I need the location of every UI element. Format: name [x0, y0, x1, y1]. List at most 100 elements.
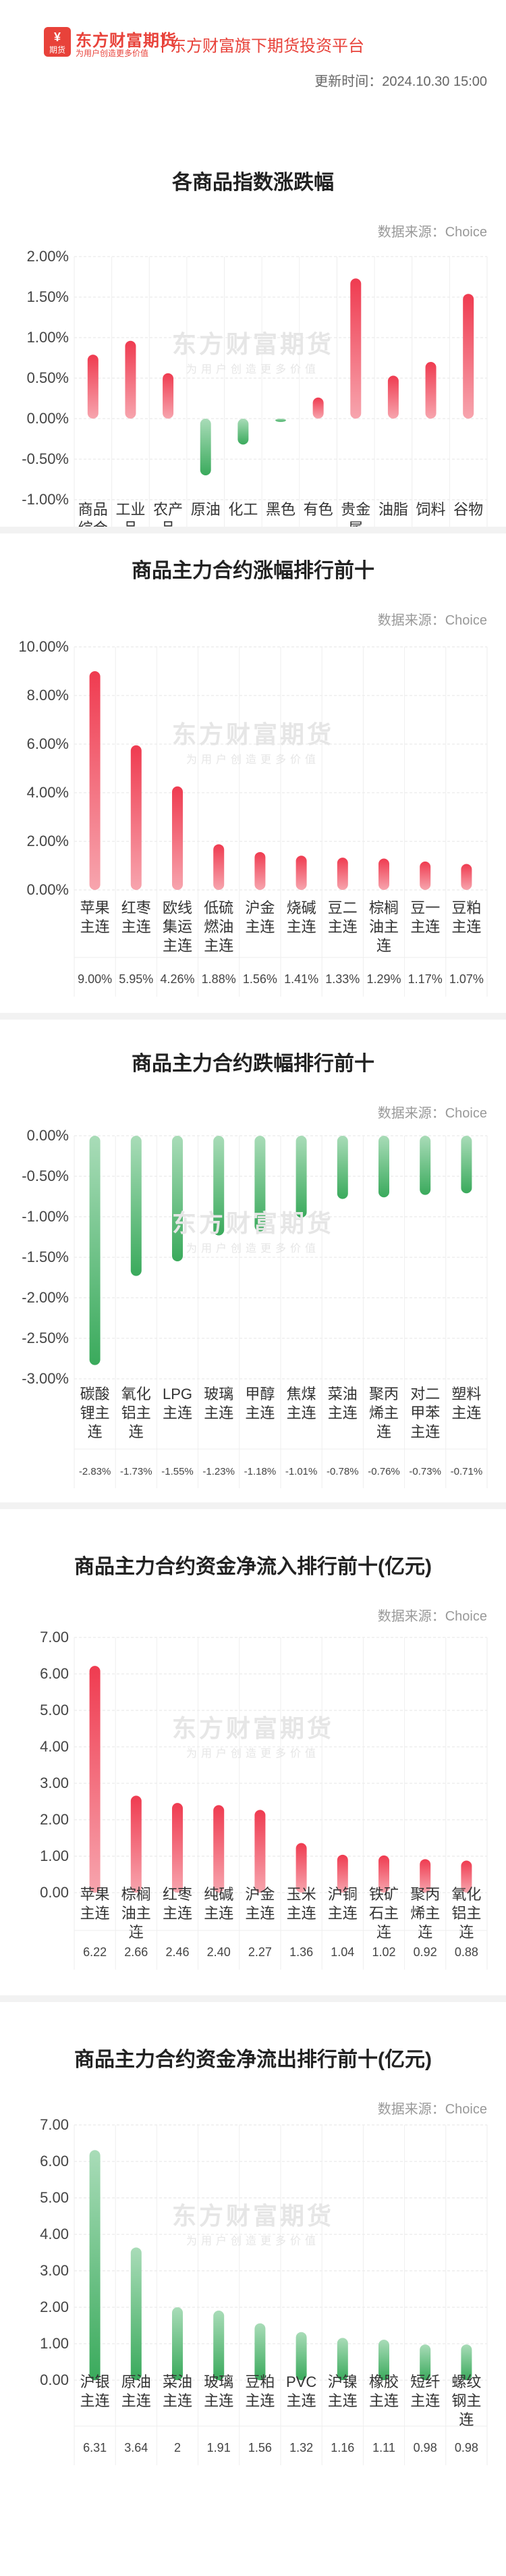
bar [89, 1136, 101, 1365]
category-label: 氧化 [451, 1886, 481, 1903]
category-label: 连 [376, 937, 391, 954]
category-label: 沪银 [80, 2373, 110, 2390]
bar [420, 1859, 431, 1893]
value-label: 1.56% [243, 972, 277, 986]
bar [296, 1136, 307, 1218]
category-label: 锂主 [80, 1404, 110, 1421]
category-label: 主连 [287, 1905, 316, 1922]
y-tick-label: 0.00% [27, 1127, 69, 1144]
category-label: 贵金 [341, 501, 370, 518]
value-label: 5.95% [119, 972, 153, 986]
value-label: -0.73% [409, 1466, 441, 1477]
value-label: 1.17% [408, 972, 443, 986]
category-label: 连 [376, 1924, 391, 1941]
bar [420, 861, 431, 890]
logo-mark-icon: ¥ [53, 30, 61, 44]
chart-section-2: 商品主力合约涨幅排行前十 数据来源：Choice 10.00% 8.00% 6.00% 4… [0, 527, 506, 1013]
category-label: 主连 [287, 918, 316, 935]
category-label: 原油 [121, 2373, 151, 2390]
category-label: 品 [161, 520, 175, 527]
category-label: 综合 [78, 520, 108, 527]
category-label: 连 [129, 1423, 144, 1440]
category-label: 黑色 [266, 501, 296, 518]
y-tick-label: -0.50% [22, 1167, 69, 1184]
category-label: 主连 [451, 918, 481, 935]
value-label: 1.36 [289, 1945, 313, 1959]
category-label: 菜油 [163, 2373, 192, 2390]
y-tick-label: -0.50% [22, 450, 69, 467]
value-label: 1.32 [289, 2441, 313, 2454]
data-source-note: 数据来源：Choice [377, 1106, 487, 1121]
value-label: 0.98 [455, 2441, 478, 2454]
y-tick-label: 7.00 [40, 1629, 69, 1646]
y-tick-label: 6.00 [40, 1665, 69, 1682]
y-tick-label: 7.00 [40, 2116, 69, 2133]
category-label: 聚丙 [410, 1886, 440, 1903]
category-label: 对二 [410, 1386, 440, 1402]
brand-logo: ¥ 期货 [44, 27, 71, 57]
category-label: 油主 [369, 918, 399, 935]
chart-title: 商品主力合约涨幅排行前十 [132, 560, 374, 582]
category-label: 棕榈 [121, 1886, 151, 1903]
bar [130, 1795, 142, 1893]
bar [213, 1136, 225, 1236]
category-label: 主连 [163, 1404, 192, 1421]
bar [296, 1843, 307, 1893]
category-label: 主连 [163, 2392, 192, 2409]
bar [254, 2323, 266, 2380]
bar [213, 2310, 225, 2380]
bar [296, 856, 307, 890]
value-label: -0.71% [451, 1466, 483, 1477]
value-label: 0.92 [414, 1945, 437, 1959]
value-label: 3.64 [124, 2441, 148, 2454]
bar [87, 354, 99, 419]
y-tick-label: 2.00% [27, 248, 69, 265]
y-tick-label: 5.00 [40, 1702, 69, 1718]
value-label: 1.91 [207, 2441, 231, 2454]
brand-divider [162, 32, 163, 53]
chart-title: 各商品指数涨跌幅 [172, 172, 334, 194]
category-label: 主连 [204, 1905, 233, 1922]
value-label: -1.23% [202, 1466, 235, 1477]
category-label: 聚丙 [369, 1386, 399, 1402]
value-label: 1.88% [202, 972, 236, 986]
y-tick-label: -2.50% [22, 1330, 69, 1346]
bar [337, 1136, 348, 1199]
category-label: 欧线 [163, 899, 192, 916]
category-label: 氧化 [121, 1386, 151, 1402]
category-label: PVC [286, 2373, 316, 2390]
bar [172, 786, 183, 890]
category-label: 主连 [410, 918, 440, 935]
bar [237, 419, 249, 445]
y-tick-label: 10.00% [18, 638, 69, 655]
y-tick-label: 2.00 [40, 1811, 69, 1828]
bar [296, 2332, 307, 2380]
chart-svg: 2.00% 1.50% 1.00% 0.50% 0.00% -0.50% -1.00% 商品综… [22, 248, 488, 527]
category-label: 红枣 [163, 1886, 192, 1903]
value-label: 1.29% [366, 972, 401, 986]
category-label: LPG [163, 1386, 192, 1402]
value-label: -2.83% [79, 1466, 111, 1477]
bar [213, 1805, 225, 1893]
y-tick-label: -1.00% [22, 491, 69, 508]
category-label: 集运 [163, 918, 192, 935]
category-label: 碳酸 [80, 1386, 110, 1402]
value-label: 1.02 [372, 1945, 395, 1959]
category-label: 油主 [121, 1905, 151, 1922]
category-label: 甲苯 [410, 1404, 440, 1421]
category-label: 主连 [80, 918, 110, 935]
value-label: 1.11 [372, 2441, 395, 2454]
page-header: ¥ 期货 东方财富期货 为用户创造更多价值 东方财富旗下期货投资平台 [0, 0, 506, 74]
category-label: 玉米 [287, 1886, 316, 1903]
data-source-note: 数据来源：Choice [377, 1609, 487, 1624]
category-label: 主连 [328, 1404, 358, 1421]
value-label: 1.07% [449, 972, 484, 986]
category-label: 主连 [204, 2392, 233, 2409]
value-label: -0.78% [327, 1466, 359, 1477]
bar [254, 851, 266, 890]
value-label: 6.22 [83, 1945, 107, 1959]
y-tick-label: 5.00 [40, 2189, 69, 2206]
bar [213, 844, 225, 890]
